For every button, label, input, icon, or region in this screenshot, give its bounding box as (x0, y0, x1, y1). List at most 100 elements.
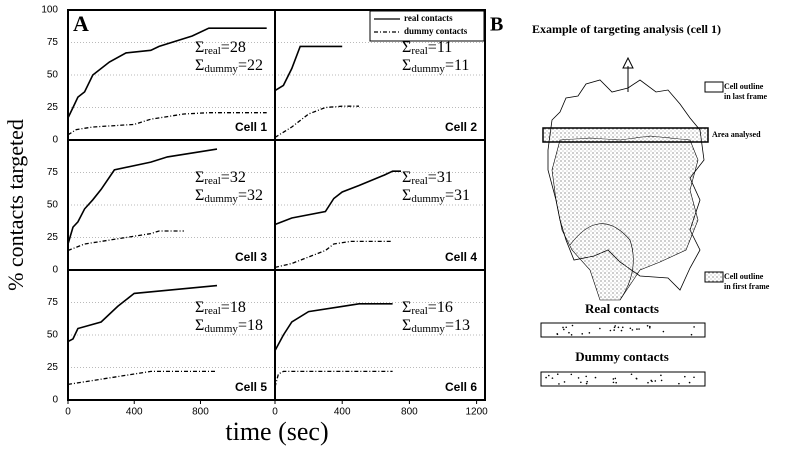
cell-label: Cell 4 (445, 250, 477, 264)
panel-label: B (490, 14, 503, 36)
dot (684, 375, 686, 378)
dot (693, 376, 695, 379)
y-tick-label: 100 (41, 5, 58, 16)
y-tick-label: 0 (52, 395, 58, 406)
annotation: Σreal=31 (402, 169, 453, 187)
dot (609, 329, 612, 332)
dot (621, 326, 624, 329)
label: in first frame (724, 282, 770, 291)
label: Real contacts (585, 301, 659, 316)
dot (580, 381, 582, 384)
annotation-part: real (411, 305, 427, 317)
dot (620, 329, 623, 332)
dot (651, 380, 653, 383)
legend-box (704, 271, 724, 283)
series-line (67, 27, 267, 119)
annotation-part: Σ (402, 39, 411, 56)
dot (556, 373, 559, 376)
dot (647, 381, 649, 384)
annotation-part: Σ (402, 187, 411, 204)
y-tick-label: 0 (52, 265, 58, 276)
area-box (542, 127, 709, 143)
series-line (67, 284, 218, 343)
annotation-part: Σ (195, 299, 204, 316)
y-tick-label: 75 (47, 167, 59, 178)
dot (548, 374, 550, 377)
series-line (67, 230, 184, 252)
series-line (274, 370, 393, 388)
dot (649, 327, 651, 329)
annotation: Σdummy=31 (402, 187, 470, 205)
annotation-part: real (204, 45, 220, 57)
annotation: Σreal=28 (195, 39, 246, 57)
annotation-part: Σ (402, 57, 411, 74)
x-tick-label: 400 (126, 407, 143, 418)
annotation-part: dummy (411, 193, 445, 205)
y-tick-label: 50 (47, 330, 59, 341)
dot (631, 329, 634, 331)
strip (540, 371, 706, 387)
annotation-part: Σ (195, 187, 204, 204)
dot (562, 326, 564, 329)
dot (614, 325, 617, 327)
dot (613, 329, 615, 331)
dot (660, 379, 663, 382)
dot (556, 333, 559, 336)
annotation-part: Σ (402, 299, 411, 316)
series-line (67, 112, 267, 136)
annotation-part: =13 (445, 317, 470, 334)
series-line (67, 370, 217, 386)
arrow (622, 56, 634, 92)
annotation-part: real (411, 45, 427, 57)
y-tick-label: 25 (47, 232, 59, 243)
dot (551, 377, 554, 379)
dot (612, 381, 615, 384)
dot (630, 373, 633, 376)
dot (646, 324, 649, 327)
cell-area (551, 135, 699, 301)
dot (649, 325, 651, 328)
y-tick-label: 75 (47, 37, 59, 48)
x-axis-label: time (sec) (225, 417, 328, 446)
series-line (274, 170, 401, 226)
dot (654, 380, 657, 382)
dot (581, 333, 584, 335)
annotation-part: Σ (195, 57, 204, 74)
dot (558, 383, 560, 385)
annotation: Σreal=11 (402, 39, 452, 57)
annotation: Σdummy=13 (402, 317, 470, 335)
dot (613, 326, 616, 329)
annotation-part: =31 (445, 187, 470, 204)
dot (638, 328, 640, 330)
annotation-part: =32 (238, 187, 263, 204)
dot (617, 326, 620, 329)
dot (636, 328, 638, 330)
annotation: Σdummy=22 (195, 57, 263, 75)
panel-b-title: Example of targeting analysis (cell 1) (532, 22, 721, 36)
y-tick-label: 25 (47, 102, 59, 113)
dot (635, 377, 638, 380)
dot (615, 381, 617, 384)
y-tick-label: 75 (47, 297, 59, 308)
series-line (274, 105, 359, 138)
label: Cell outline (724, 272, 764, 281)
cell-label: Cell 6 (445, 380, 477, 394)
dot (545, 376, 547, 379)
dot (565, 326, 568, 329)
annotation-part: =28 (221, 39, 246, 56)
annotation-part: Σ (402, 169, 411, 186)
strip (540, 322, 706, 338)
dot (693, 326, 695, 328)
annotation-part: =16 (428, 299, 453, 316)
series-line (67, 148, 218, 245)
dot (662, 330, 665, 333)
label: Cell outline (724, 82, 764, 91)
annotation-part: =11 (445, 57, 469, 74)
annotation-part: real (411, 175, 427, 187)
series-line (274, 303, 393, 351)
dot (586, 380, 588, 383)
y-tick-label: 50 (47, 70, 59, 81)
annotation: Σdummy=32 (195, 187, 263, 205)
panel-label: A (73, 11, 89, 36)
